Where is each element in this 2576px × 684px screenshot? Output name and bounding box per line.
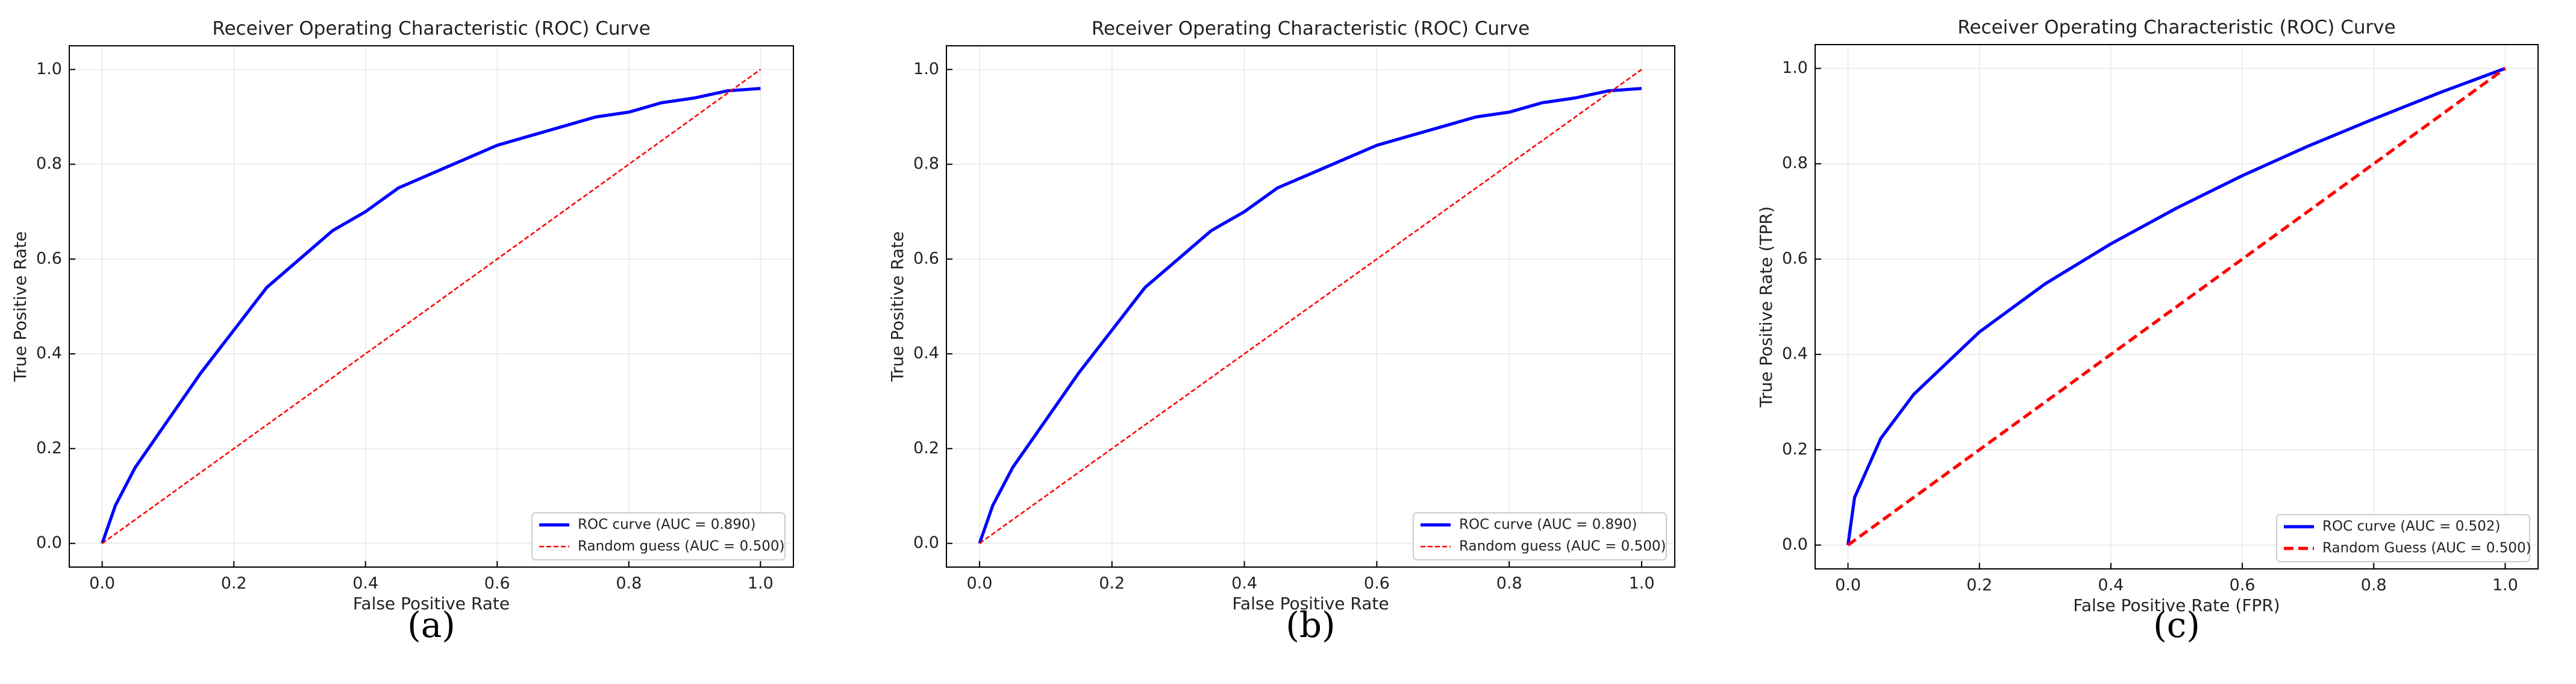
legend-label: ROC curve (AUC = 0.502) [2322,519,2501,535]
chart-panel: 0.0 0.2 0.4 0.6 0.8 1.0 0.0 0.2 0.4 0.6 0.8 1.0 ROC … [1756,17,2539,645]
legend-label: ROC curve (AUC = 0.890) [1459,517,1637,533]
y-tick-label: 0.8 [913,154,939,173]
panel-label: (c) [2153,604,2200,645]
y-axis-label: True Positive Rate [10,231,30,382]
series-line [979,69,1642,544]
legend-box [1413,512,1667,560]
x-axis-label: False Positive Rate [1232,594,1389,613]
panel-label: (a) [407,604,455,645]
series-line [101,69,761,544]
x-tick-label: 1.0 [2492,576,2518,595]
x-tick-label: 0.0 [966,574,992,593]
y-tick-label: 0.2 [1782,440,1808,459]
x-axis-label: False Positive Rate (FPR) [2073,595,2280,615]
legend: ROC curve (AUC = 0.890) Random guess (AUC… [1413,512,1667,560]
y-tick-label: 0.6 [913,249,939,268]
x-tick-label: 0.8 [1496,574,1522,593]
y-tick-label: 0.8 [36,154,62,173]
y-tick-label: 0.0 [1782,535,1808,554]
panel-label: (b) [1286,604,1335,645]
chart-panel: 0.0 0.2 0.4 0.6 0.8 1.0 0.0 0.2 0.4 0.6 0.8 1.0 ROC … [10,18,794,645]
legend: ROC curve (AUC = 0.502) Random Guess (AUC… [2276,514,2531,562]
chart-title: Receiver Operating Characteristic (ROC) … [1092,18,1530,40]
legend-box [2276,514,2530,562]
x-tick-label: 0.2 [1966,576,1992,595]
plot-frame [1815,44,2539,569]
y-tick-label: 0.0 [36,533,62,552]
x-tick-label: 0.6 [1364,574,1390,593]
legend-label: Random guess (AUC = 0.500) [578,539,784,554]
y-axis-label: True Positive Rate [887,231,907,382]
chart-title: Receiver Operating Characteristic (ROC) … [1957,17,2395,39]
y-tick-label: 0.6 [36,249,62,268]
y-tick-label: 1.0 [36,60,62,78]
x-tick-label: 0.0 [1835,576,1861,595]
x-tick-label: 0.4 [1231,574,1257,593]
x-tick-label: 1.0 [748,574,774,593]
series-line [101,87,761,544]
legend-label: Random Guess (AUC = 0.500) [2322,541,2531,556]
y-tick-label: 1.0 [913,60,939,78]
legend-label: ROC curve (AUC = 0.890) [578,517,756,533]
x-tick-label: 1.0 [1629,574,1655,593]
plot-frame [946,45,1675,568]
chart-title: Receiver Operating Characteristic (ROC) … [212,18,650,40]
x-axis-label: False Positive Rate [353,594,510,613]
x-tick-label: 0.8 [2361,576,2387,595]
y-tick-label: 0.4 [913,344,939,363]
x-tick-label: 0.4 [352,574,378,593]
series-line [1846,67,2506,545]
plot-frame [69,45,794,568]
legend-box [531,512,786,560]
x-tick-label: 0.4 [2098,576,2124,595]
y-tick-label: 0.2 [36,439,62,457]
chart-panel: 0.0 0.2 0.4 0.6 0.8 1.0 0.0 0.2 0.4 0.6 0.8 1.0 ROC … [887,18,1675,645]
x-tick-label: 0.0 [89,574,115,593]
y-tick-label: 0.0 [913,533,939,552]
y-axis-label: True Positive Rate (TPR) [1756,206,1776,408]
x-tick-label: 0.8 [616,574,642,593]
series-line [1846,67,2507,547]
y-tick-label: 0.6 [1782,249,1808,268]
legend-label: Random guess (AUC = 0.500) [1459,539,1666,554]
y-tick-label: 0.4 [1782,345,1808,363]
x-tick-label: 0.2 [1099,574,1125,593]
x-tick-label: 0.2 [221,574,247,593]
y-tick-label: 0.8 [1782,154,1808,172]
series-line [978,87,1642,544]
legend: ROC curve (AUC = 0.890) Random guess (AUC… [531,512,786,560]
y-tick-label: 0.2 [913,439,939,457]
x-tick-label: 0.6 [484,574,510,593]
y-tick-label: 0.4 [36,344,62,363]
x-tick-label: 0.6 [2230,576,2256,595]
y-tick-label: 1.0 [1782,58,1808,77]
